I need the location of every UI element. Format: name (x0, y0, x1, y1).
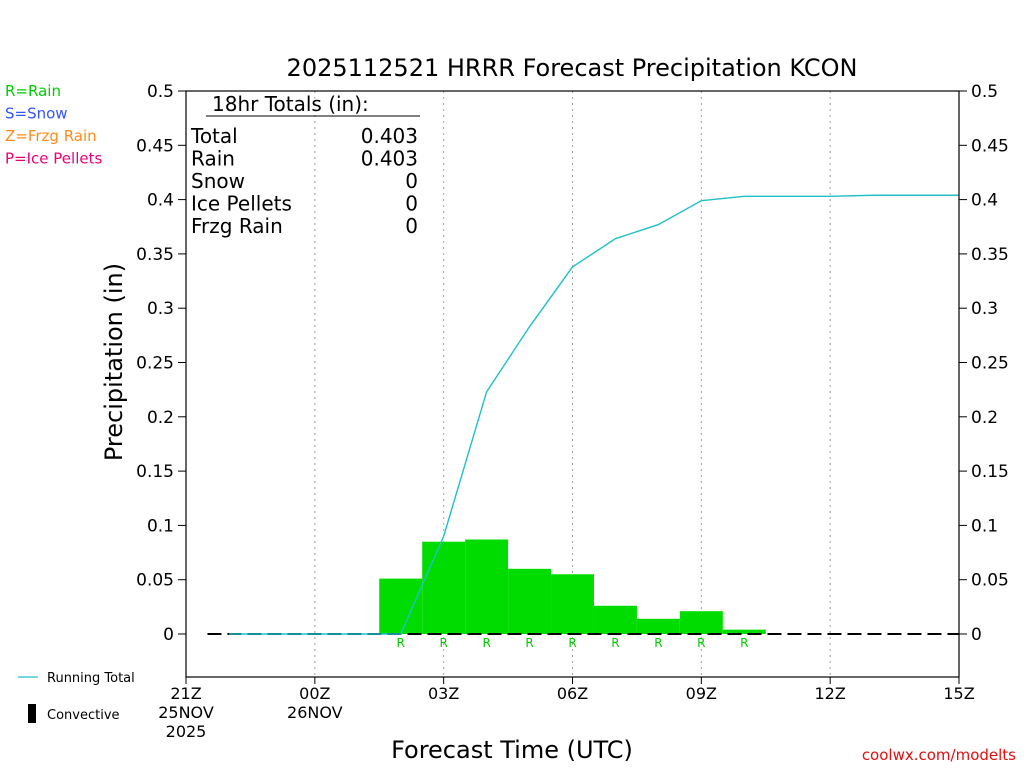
y-tick-label: 0.2 (971, 408, 998, 428)
totals-row-label: Snow (191, 169, 245, 193)
totals-row-label: Frzg Rain (191, 214, 283, 238)
y-tick-label: 0.4 (971, 191, 998, 211)
y-tick-label: 0.5 (971, 82, 998, 102)
y-tick-label: 0.25 (136, 354, 174, 374)
x-tick-label: 2025 (166, 722, 207, 741)
precip-type-mark: R (482, 636, 490, 650)
x-tick-label: 21Z (170, 684, 201, 703)
precip-bars (379, 539, 766, 634)
y-tick-label: 0.45 (136, 136, 174, 156)
grid-lines (314, 91, 831, 677)
totals-row-value: 0.403 (361, 124, 418, 148)
x-tick-label: 03Z (428, 684, 459, 703)
precip-type-legend: R=Rain S=Snow Z=Frzg Rain P=Ice Pellets (5, 82, 102, 168)
y-tick-label: 0.5 (147, 82, 174, 102)
precip-bar (679, 611, 723, 634)
y-tick-label: 0.3 (147, 299, 174, 319)
precip-type-mark: R (439, 636, 447, 650)
y-axis-left: 0.5 0.45 0.4 0.35 0.3 0.25 0.2 0.15 0.1 0.05 0 (136, 82, 186, 645)
totals-box: 18hr Totals (in): Total 0.403 Rain 0.403 Sno… (190, 92, 420, 238)
series-legend: Running Total Convective (18, 671, 135, 723)
x-axis-label: Forecast Time (UTC) (391, 736, 633, 764)
y-axis-label: Precipitation (in) (100, 263, 128, 461)
running-total-line (228, 194, 959, 635)
totals-row-label: Rain (191, 147, 235, 171)
y-axis-right: 0.5 0.45 0.4 0.35 0.3 0.25 0.2 0.15 0.1 0.05 0 (959, 82, 1009, 645)
chart-title: 2025112521 HRRR Forecast Precipitation K… (287, 54, 858, 82)
running-total-legend-label: Running Total (47, 671, 135, 686)
precip-bar (551, 574, 594, 634)
convective-legend-swatch (28, 704, 36, 723)
y-tick-label: 0.05 (971, 571, 1009, 591)
convective-legend-label: Convective (47, 708, 120, 723)
x-tick-label: 15Z (943, 684, 974, 703)
x-tick-label: 00Z (299, 684, 330, 703)
x-tick-label: 06Z (557, 684, 588, 703)
precip-bar (465, 539, 509, 634)
type-legend-item: P=Ice Pellets (5, 150, 102, 168)
precip-type-mark: R (740, 636, 748, 650)
precip-type-mark: R (525, 636, 533, 650)
y-tick-label: 0.15 (971, 462, 1009, 482)
precip-type-mark: R (568, 636, 576, 650)
precip-type-mark: R (611, 636, 619, 650)
y-tick-label: 0.2 (147, 408, 174, 428)
precip-type-mark: R (654, 636, 662, 650)
y-tick-label: 0.45 (971, 136, 1009, 156)
x-tick-label: 26NOV (287, 703, 343, 722)
totals-row-value: 0 (405, 169, 418, 193)
precip-bar (593, 605, 637, 634)
precip-type-mark: R (397, 636, 405, 650)
y-tick-label: 0.4 (147, 191, 174, 211)
y-tick-label: 0.1 (147, 516, 174, 536)
x-tick-label: 09Z (686, 684, 717, 703)
totals-row-label: Total (190, 124, 238, 148)
y-tick-label: 0 (163, 625, 174, 645)
y-tick-label: 0.05 (136, 571, 174, 591)
precip-bar (422, 541, 466, 634)
x-tick-label: 12Z (815, 684, 846, 703)
totals-rows: Total 0.403 Rain 0.403 Snow 0 Ice Pellets 0 Frzg… (190, 124, 418, 238)
y-tick-label: 0.25 (971, 354, 1009, 374)
totals-row-label: Ice Pellets (191, 192, 292, 216)
y-tick-label: 0.15 (136, 462, 174, 482)
y-tick-label: 0.35 (971, 245, 1009, 265)
totals-row-value: 0 (405, 192, 418, 216)
type-legend-item: S=Snow (5, 105, 68, 123)
y-tick-label: 0 (971, 625, 982, 645)
totals-heading: 18hr Totals (in): (212, 92, 369, 116)
y-tick-label: 0.3 (971, 299, 998, 319)
x-tick-label: 25NOV (158, 703, 214, 722)
totals-row-value: 0.403 (361, 147, 418, 171)
precip-bar (636, 618, 680, 634)
precip-bar (508, 568, 552, 634)
type-legend-item: R=Rain (5, 82, 61, 100)
totals-row-value: 0 (405, 214, 418, 238)
precip-type-mark: R (697, 636, 705, 650)
precip-bar (379, 578, 423, 634)
type-legend-item: Z=Frzg Rain (5, 127, 97, 145)
precip-bar (722, 629, 766, 634)
y-tick-label: 0.35 (136, 245, 174, 265)
y-tick-label: 0.1 (971, 516, 998, 536)
watermark-text: coolwx.com/modelts (862, 746, 1016, 764)
